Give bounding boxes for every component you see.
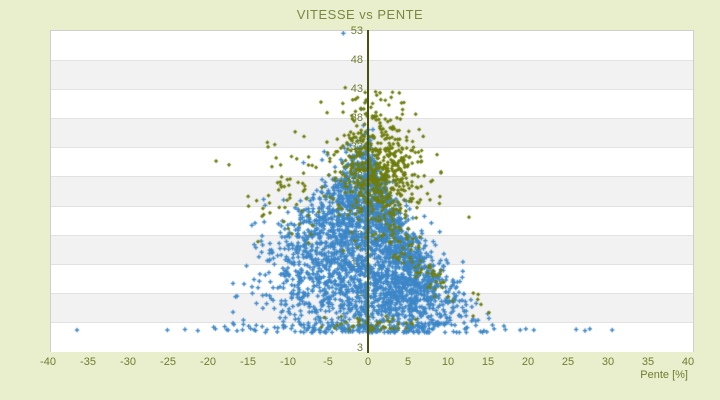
x-axis-tick-label: -25 xyxy=(160,356,176,368)
x-axis-tick-label: -15 xyxy=(240,356,256,368)
x-axis-tick-label: 10 xyxy=(441,356,455,368)
x-axis-tick-label: 30 xyxy=(601,356,615,368)
x-axis-tick-label: 25 xyxy=(561,356,575,368)
x-axis-tick-label: 0 xyxy=(364,356,372,368)
x-axis-tick-label: 5 xyxy=(404,356,412,368)
scatter-points-canvas xyxy=(51,31,693,351)
x-axis-tick-label: 35 xyxy=(641,356,655,368)
x-axis-tick-label: 15 xyxy=(481,356,495,368)
x-axis-tick-label: -20 xyxy=(200,356,216,368)
x-axis-tick-label: -40 xyxy=(40,356,56,368)
x-axis-tick-label: -30 xyxy=(120,356,136,368)
x-axis-tick-label: 20 xyxy=(521,356,535,368)
x-axis-tick-label: -35 xyxy=(80,356,96,368)
chart-title: VITESSE vs PENTE xyxy=(296,7,424,22)
x-axis-tick-label: 40 xyxy=(681,356,695,368)
x-axis-title: Pente [%] xyxy=(640,369,688,381)
plot-area: 53484338332823181383 xyxy=(50,26,694,354)
zero-axis-line xyxy=(367,30,369,353)
x-axis-tick-label: -10 xyxy=(280,356,296,368)
x-axis-tick-label: -5 xyxy=(323,356,333,368)
